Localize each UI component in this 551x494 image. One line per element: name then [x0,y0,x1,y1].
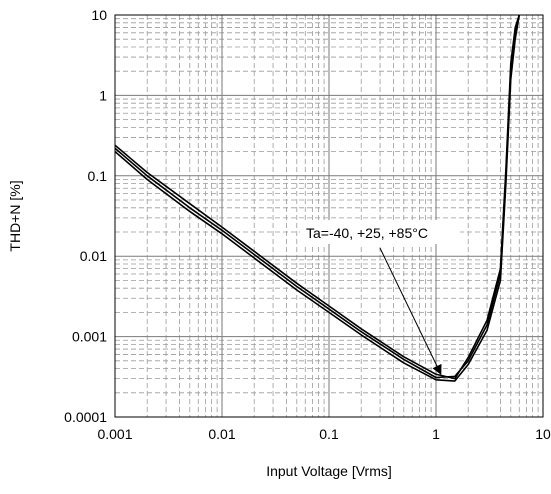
major-grid [115,15,543,417]
x-tick-label: 10 [535,426,551,442]
y-tick-label: 1 [99,87,107,103]
y-tick-label: 10 [91,7,107,23]
x-tick-label: 1 [432,426,440,442]
annotation-label-background [300,220,460,244]
x-axis-label: Input Voltage [Vrms] [266,463,392,479]
x-tick-labels: 0.001 0.01 0.1 1 10 [97,426,551,442]
annotation: Ta=-40, +25, +85°C [300,220,460,376]
y-tick-label: 0.1 [88,168,108,184]
series-line [115,15,521,380]
y-axis-label: THD+N [%] [7,180,23,251]
annotation-label: Ta=-40, +25, +85°C [306,225,428,241]
y-tick-label: 0.0001 [64,409,107,425]
y-tick-label: 0.01 [80,248,107,264]
plot-area-border [114,14,544,418]
y-tick-label: 0.001 [72,329,107,345]
y-tick-labels: 0.0001 0.001 0.01 0.1 1 10 [64,7,107,425]
x-tick-label: 0.01 [208,426,235,442]
series-line [115,15,521,379]
series-layer [115,15,521,382]
x-tick-label: 0.001 [97,426,132,442]
x-tick-label: 0.1 [319,426,339,442]
annotation-arrow [379,247,442,376]
